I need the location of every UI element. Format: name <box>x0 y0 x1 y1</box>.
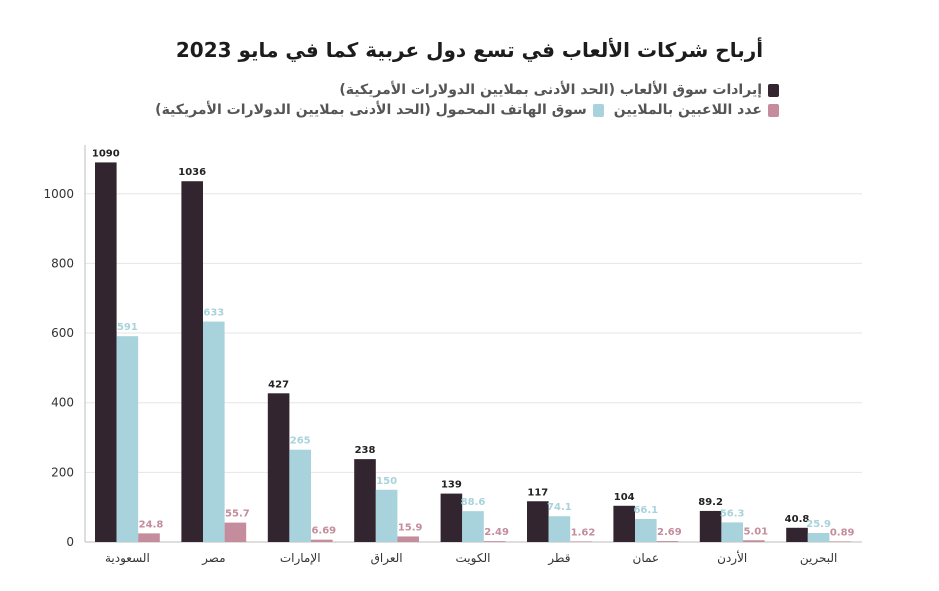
data-label: 6.69 <box>311 526 336 537</box>
data-label: 55.7 <box>225 509 250 520</box>
data-label: 427 <box>268 379 289 390</box>
data-label: 66.1 <box>633 505 658 516</box>
legend-swatch-revenue <box>768 83 779 97</box>
data-label: 139 <box>441 480 462 491</box>
x-category-label: العراق <box>371 551 403 566</box>
bar <box>527 501 549 542</box>
bar <box>635 518 657 542</box>
x-category-label: الكويت <box>456 551 491 566</box>
data-label: 117 <box>527 487 548 498</box>
bar <box>699 510 722 542</box>
bar <box>397 536 419 542</box>
bar <box>203 321 225 542</box>
data-label: 1090 <box>92 148 120 159</box>
y-tick-label: 200 <box>51 465 74 479</box>
legend-label-players: عدد اللاعبين بالملايين <box>613 102 762 118</box>
x-category-label: السعودية <box>105 551 150 566</box>
y-tick-label: 1000 <box>43 187 74 201</box>
bar <box>829 541 851 542</box>
bar <box>267 393 290 542</box>
bar <box>375 489 398 542</box>
x-category-label: مصر <box>201 551 225 566</box>
x-category-label: عمان <box>633 551 660 565</box>
legend-swatch-players <box>768 103 779 117</box>
y-tick-label: 600 <box>51 326 74 340</box>
data-label: 265 <box>290 436 311 447</box>
bar <box>462 511 484 542</box>
legend-label-revenue: إيرادات سوق الألعاب (الحد الأدنى بملايين… <box>339 82 762 98</box>
bar <box>786 527 808 542</box>
bar <box>181 181 203 543</box>
data-label: 150 <box>376 476 397 487</box>
data-label: 633 <box>203 308 224 319</box>
y-tick-label: 0 <box>66 535 74 549</box>
data-label: 5.01 <box>743 526 768 537</box>
data-label: 1036 <box>178 167 206 178</box>
data-label: 0.89 <box>830 527 855 538</box>
bar <box>138 533 160 542</box>
legend-item-players: عدد اللاعبين بالملايين <box>614 102 779 118</box>
bar <box>483 541 506 542</box>
legend-swatch-mobile <box>592 103 604 117</box>
bar <box>613 505 635 542</box>
chart-title: أرباح شركات الألعاب في تسع دول عربية كما… <box>175 38 764 62</box>
bar <box>656 541 679 542</box>
y-tick-label: 800 <box>51 256 74 270</box>
legend-item-revenue: إيرادات سوق الألعاب (الحد الأدنى بملايين… <box>339 82 779 98</box>
data-label: 74.1 <box>547 502 572 513</box>
bar <box>440 493 463 542</box>
x-category-label: الأردن <box>717 550 747 566</box>
bar <box>570 541 592 542</box>
data-label: 591 <box>117 322 138 333</box>
bar <box>224 522 247 542</box>
x-category-label: قطر <box>547 551 570 566</box>
data-label: 40.8 <box>785 514 810 525</box>
data-label: 88.6 <box>461 497 486 508</box>
legend-label-mobile: سوق الهاتف المحمول (الحد الأدنى بملايين … <box>155 102 587 118</box>
bar <box>548 516 571 542</box>
legend-item-mobile: سوق الهاتف المحمول (الحد الأدنى بملايين … <box>155 102 604 118</box>
bar <box>289 449 311 542</box>
data-label: 2.49 <box>484 527 509 538</box>
x-category-label: الإمارات <box>280 551 321 566</box>
bar <box>807 532 830 542</box>
data-label: 1.62 <box>571 527 596 538</box>
legend-row-1: إيرادات سوق الألعاب (الحد الأدنى بملايين… <box>329 82 779 98</box>
legend-row-2: عدد اللاعبين بالملايين سوق الهاتف المحمو… <box>145 102 779 118</box>
data-label: 238 <box>355 445 376 456</box>
bar <box>116 336 139 542</box>
data-label: 25.9 <box>806 519 831 530</box>
x-category-label: البحرين <box>800 551 837 566</box>
bar <box>743 540 765 542</box>
data-label: 89.2 <box>698 497 723 508</box>
data-label: 2.69 <box>657 527 682 538</box>
y-tick-label: 400 <box>51 396 74 410</box>
data-label: 15.9 <box>398 522 423 533</box>
bar <box>311 539 333 542</box>
data-label: 104 <box>614 492 635 503</box>
bar <box>721 522 743 542</box>
bar <box>354 459 376 542</box>
data-label: 56.3 <box>720 508 745 519</box>
bar <box>95 162 117 542</box>
data-label: 24.8 <box>139 519 164 530</box>
